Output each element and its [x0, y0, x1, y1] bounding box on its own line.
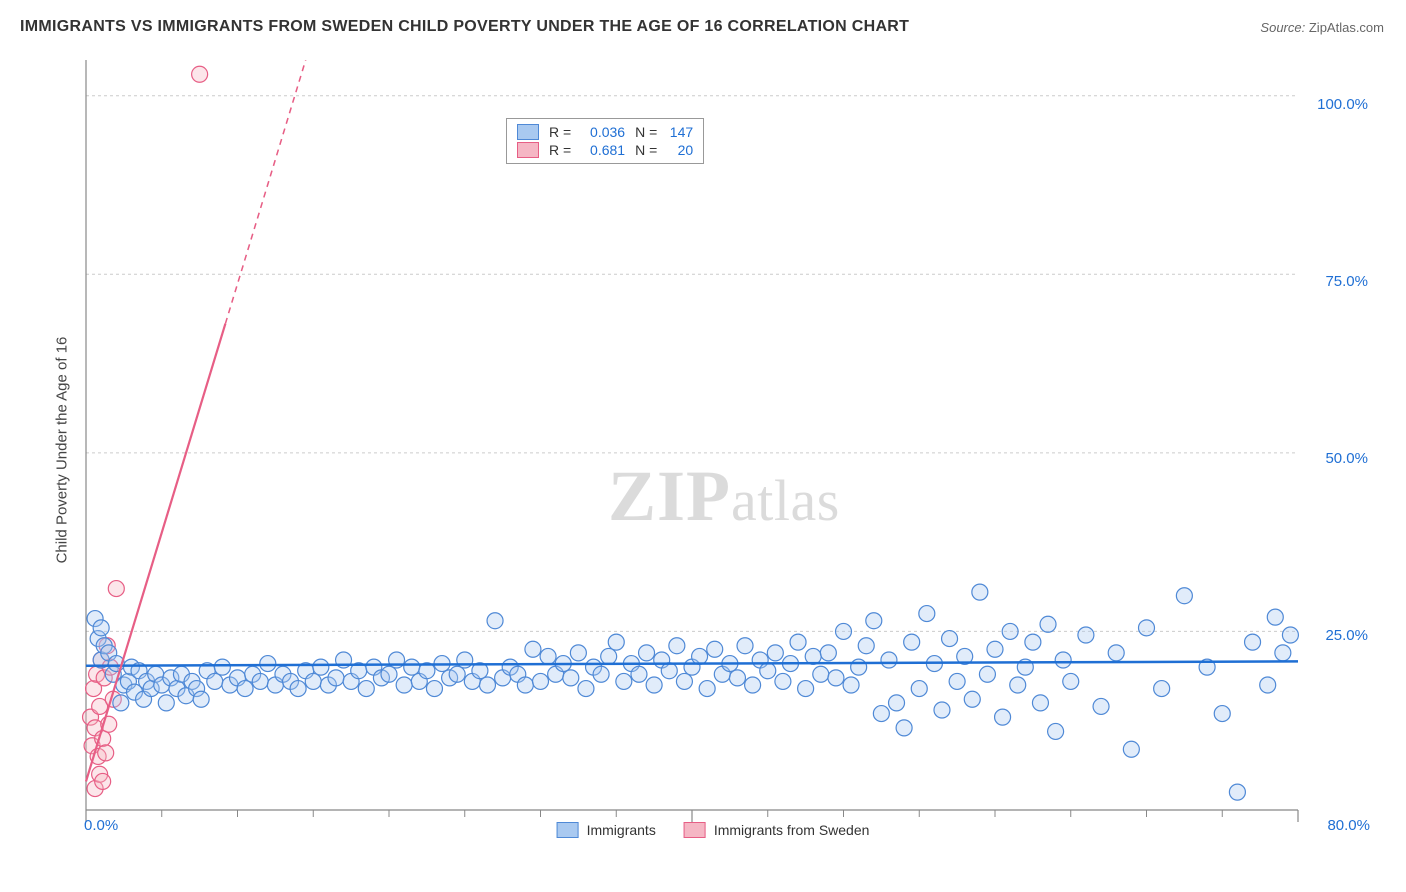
source-label: Source: [1260, 20, 1305, 35]
scatter-chart [48, 60, 1378, 840]
chart-area: Child Poverty Under the Age of 16 ZIPatl… [48, 60, 1378, 840]
n-value: 147 [661, 124, 693, 140]
n-value: 20 [661, 142, 693, 158]
x-axis-max-label: 80.0% [1327, 817, 1370, 834]
legend-swatch-pink [517, 142, 539, 158]
source-value: ZipAtlas.com [1309, 20, 1384, 35]
y-tick-label: 75.0% [1325, 273, 1368, 290]
y-axis-label: Child Poverty Under the Age of 16 [54, 337, 71, 564]
y-tick-label: 100.0% [1317, 96, 1368, 113]
legend-row: R = 0.681 N = 20 [517, 141, 693, 159]
legend-item: Immigrants [557, 822, 656, 838]
y-tick-label: 25.0% [1325, 627, 1368, 644]
legend-label: Immigrants from Sweden [714, 822, 870, 838]
x-axis-min-label: 0.0% [84, 817, 118, 834]
series-legend: Immigrants Immigrants from Sweden [557, 822, 870, 838]
source-credit: Source: ZipAtlas.com [1260, 20, 1384, 35]
legend-item: Immigrants from Sweden [684, 822, 870, 838]
y-tick-label: 50.0% [1325, 450, 1368, 467]
legend-stat: N = 20 [635, 142, 693, 158]
legend-swatch-pink [684, 822, 706, 838]
correlation-legend: R = 0.036 N = 147 R = 0.681 N = 20 [506, 118, 704, 164]
chart-title: IMMIGRANTS VS IMMIGRANTS FROM SWEDEN CHI… [20, 18, 909, 36]
legend-stat: R = 0.036 [549, 124, 625, 140]
legend-swatch-blue [557, 822, 579, 838]
r-value: 0.681 [575, 142, 625, 158]
legend-stat: R = 0.681 [549, 142, 625, 158]
legend-swatch-blue [517, 124, 539, 140]
r-value: 0.036 [575, 124, 625, 140]
legend-row: R = 0.036 N = 147 [517, 123, 693, 141]
legend-stat: N = 147 [635, 124, 693, 140]
legend-label: Immigrants [587, 822, 656, 838]
